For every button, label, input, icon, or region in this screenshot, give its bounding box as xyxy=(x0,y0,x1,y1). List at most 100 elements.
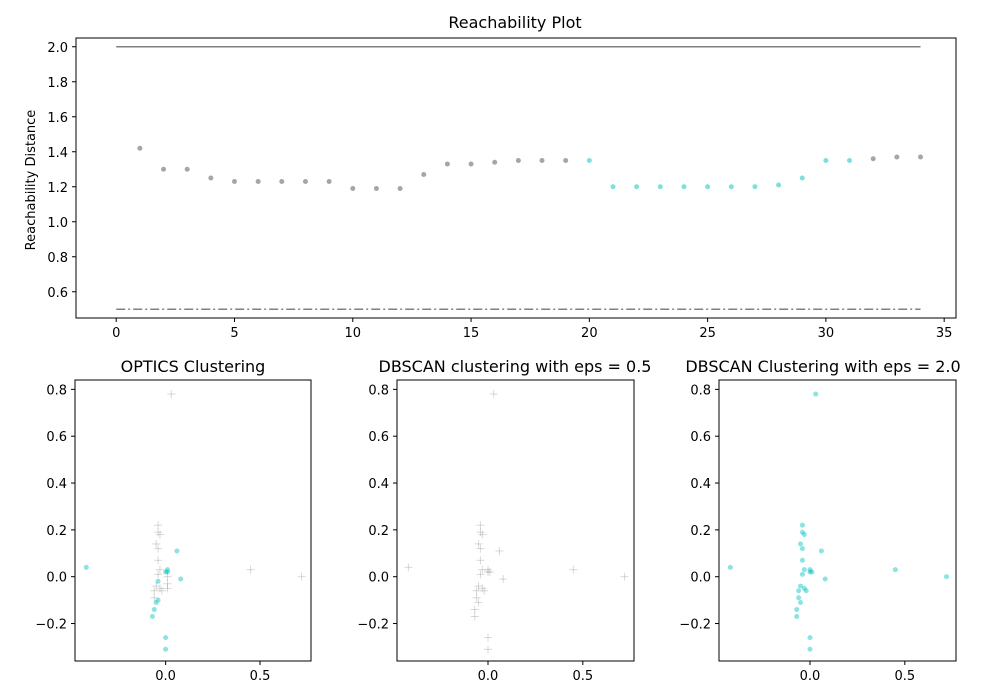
cluster-point xyxy=(799,529,805,535)
cluster-point xyxy=(155,578,161,584)
reachability-point xyxy=(918,154,924,160)
x-tick-label: 0.0 xyxy=(800,669,821,684)
y-tick-label: 0.8 xyxy=(690,383,711,398)
reachability-point xyxy=(563,158,569,163)
noise-point xyxy=(150,586,159,595)
y-tick-label: 2.0 xyxy=(47,41,68,56)
cluster-point xyxy=(803,588,809,594)
cluster-point xyxy=(801,585,807,591)
noise-point xyxy=(163,584,172,593)
reachability-plot: Reachability Plot Reachability Distance … xyxy=(24,13,957,341)
y-tick-label: 1.2 xyxy=(47,181,68,196)
noise-point xyxy=(474,598,483,607)
reachability-point xyxy=(161,166,167,172)
noise-point xyxy=(478,530,487,539)
noise-point xyxy=(476,556,485,565)
optics-title: OPTICS Clustering xyxy=(121,357,266,376)
reachability-frame xyxy=(75,37,957,319)
y-tick-label: 0.6 xyxy=(46,430,67,445)
noise-point xyxy=(297,572,306,581)
y-tick-label: −0.2 xyxy=(357,618,389,633)
x-tick-label: 25 xyxy=(699,326,716,341)
reachability-point xyxy=(421,172,427,177)
noise-point xyxy=(472,593,481,602)
noise-point xyxy=(620,572,629,581)
reachability-point xyxy=(397,186,403,191)
cluster-point xyxy=(818,548,824,554)
x-tick-label: 0.5 xyxy=(894,669,915,684)
noise-point xyxy=(478,584,487,593)
reachability-point xyxy=(799,175,805,181)
cluster-point xyxy=(796,595,802,601)
reachability-ylabel: Reachability Distance xyxy=(24,110,39,251)
noise-point xyxy=(474,539,483,548)
noise-point xyxy=(484,645,493,654)
noise-point xyxy=(163,572,172,581)
reachability-point xyxy=(728,184,734,190)
cluster-point xyxy=(807,569,813,575)
noise-point xyxy=(476,570,485,579)
noise-point xyxy=(476,528,485,537)
reachability-point xyxy=(539,158,545,163)
x-tick-label: 30 xyxy=(818,326,835,341)
noise-point xyxy=(246,565,255,574)
cluster-point xyxy=(794,606,800,612)
cluster-point xyxy=(809,569,815,575)
cluster-point xyxy=(807,635,813,641)
reachability-point xyxy=(444,161,450,167)
noise-point xyxy=(489,390,498,399)
reachability-point xyxy=(231,179,237,184)
reachability-point xyxy=(752,184,758,190)
cluster-point xyxy=(174,548,180,554)
reachability-point xyxy=(823,158,829,163)
optics-clustering-plot: OPTICS Clustering 0.0 0.5 −0.2 0.0 0.2 0.4 0.6… xyxy=(35,357,312,684)
noise-point xyxy=(163,579,172,588)
y-tick-label: 0.6 xyxy=(368,430,389,445)
cluster-point xyxy=(799,546,805,552)
reachability-point xyxy=(492,159,498,165)
noise-point xyxy=(569,565,578,574)
cluster-point xyxy=(165,569,171,575)
cluster-point xyxy=(807,567,813,573)
cluster-point xyxy=(163,569,169,575)
x-tick-label: 0.0 xyxy=(478,669,499,684)
cluster-point xyxy=(801,567,807,573)
x-tick-label: 0.0 xyxy=(155,669,176,684)
cluster-point xyxy=(796,588,802,594)
reachability-point xyxy=(350,186,356,191)
noise-point xyxy=(484,633,493,642)
cluster-point xyxy=(798,599,804,605)
panel-frame xyxy=(74,379,312,662)
noise-point xyxy=(152,539,161,548)
cluster-point xyxy=(813,391,819,397)
y-tick-label: 0.4 xyxy=(368,477,389,492)
reachability-point xyxy=(468,161,474,167)
noise-point xyxy=(155,530,164,539)
noise-point xyxy=(155,565,164,574)
dbscan-eps-0-5-title: DBSCAN clustering with eps = 0.5 xyxy=(379,357,652,376)
noise-point xyxy=(484,568,493,577)
cluster-point xyxy=(799,571,805,577)
y-tick-label: 0.2 xyxy=(690,524,711,539)
x-tick-label: 15 xyxy=(463,326,480,341)
cluster-point xyxy=(892,567,898,573)
panel-frame xyxy=(718,379,957,662)
cluster-point xyxy=(822,576,828,582)
y-tick-label: 0.8 xyxy=(368,383,389,398)
reachability-point xyxy=(634,184,640,190)
noise-point xyxy=(476,521,485,530)
reachability-point xyxy=(894,154,900,160)
cluster-point xyxy=(163,646,169,652)
panel-frame xyxy=(396,379,635,662)
y-tick-label: 0.8 xyxy=(46,383,67,398)
cluster-point xyxy=(153,599,159,605)
noise-point xyxy=(495,546,504,555)
cluster-point xyxy=(799,557,805,563)
reachability-point xyxy=(776,182,782,188)
reachability-point xyxy=(515,158,521,163)
cluster-point xyxy=(83,564,89,570)
noise-point xyxy=(154,544,163,553)
y-tick-label: 0.6 xyxy=(690,430,711,445)
cluster-point xyxy=(799,522,805,528)
noise-point xyxy=(499,575,508,584)
